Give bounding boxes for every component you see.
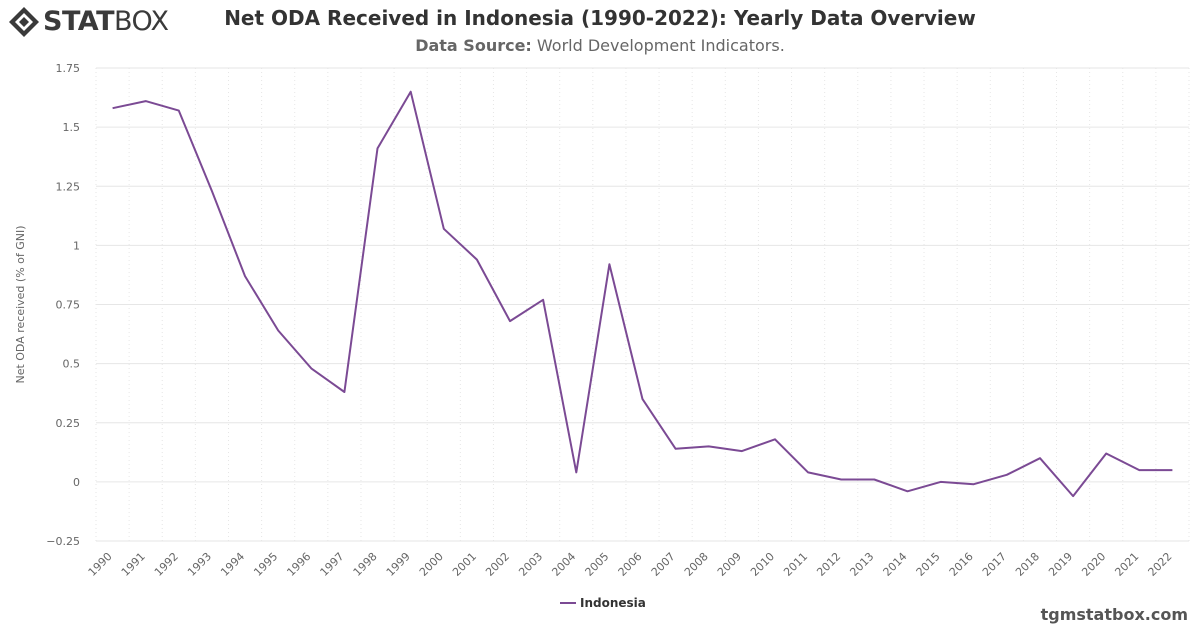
x-tick-label: 2007 bbox=[649, 550, 678, 579]
y-tick-label: 0 bbox=[73, 476, 80, 489]
subtitle-label: Data Source: bbox=[415, 36, 532, 55]
x-tick-label: 2013 bbox=[847, 550, 876, 579]
x-tick-label: 2008 bbox=[682, 550, 711, 579]
x-tick-label: 1990 bbox=[86, 550, 115, 579]
logo-wordmark: STATBOX bbox=[43, 6, 169, 37]
y-tick-label: 1.75 bbox=[56, 62, 81, 75]
chart-subtitle: Data Source: World Development Indicator… bbox=[0, 36, 1200, 55]
subtitle-value: World Development Indicators. bbox=[536, 36, 785, 55]
y-tick-label: 1 bbox=[73, 239, 80, 252]
y-tick-label: 1.5 bbox=[63, 121, 81, 134]
x-tick-label: 2003 bbox=[516, 550, 545, 579]
x-tick-label: 2014 bbox=[881, 550, 910, 579]
y-tick-label: 0.5 bbox=[63, 358, 81, 371]
x-tick-label: 1997 bbox=[318, 550, 347, 579]
x-tick-label: 2001 bbox=[450, 550, 479, 579]
x-tick-label: 2002 bbox=[483, 550, 512, 579]
legend-label-indonesia: Indonesia bbox=[580, 596, 646, 610]
x-tick-label: 2011 bbox=[781, 550, 810, 579]
x-tick-label: 2010 bbox=[748, 550, 777, 579]
x-tick-label: 1996 bbox=[284, 550, 313, 579]
x-tick-label: 2006 bbox=[616, 550, 645, 579]
x-tick-label: 1994 bbox=[218, 550, 247, 579]
x-tick-label: 2005 bbox=[583, 550, 612, 579]
x-tick-label: 2016 bbox=[947, 550, 976, 579]
x-tick-label: 2009 bbox=[715, 550, 744, 579]
x-tick-label: 1995 bbox=[251, 550, 280, 579]
x-tick-label: 2019 bbox=[1046, 550, 1075, 579]
y-tick-label: 0.75 bbox=[56, 299, 81, 312]
chart-title: Net ODA Received in Indonesia (1990-2022… bbox=[224, 6, 976, 30]
x-tick-label: 2020 bbox=[1079, 550, 1108, 579]
x-tick-label: 1991 bbox=[119, 550, 148, 579]
x-tick-label: 2021 bbox=[1112, 550, 1141, 579]
statbox-logo-icon bbox=[9, 7, 39, 37]
x-tick-label: 2015 bbox=[914, 550, 943, 579]
x-tick-label: 2012 bbox=[814, 550, 843, 579]
x-tick-label: 1993 bbox=[185, 550, 214, 579]
x-tick-label: 2018 bbox=[1013, 550, 1042, 579]
x-tick-label: 2017 bbox=[980, 550, 1009, 579]
y-tick-label: −0.25 bbox=[46, 535, 80, 548]
series-line-indonesia bbox=[112, 90, 1173, 498]
x-tick-label: 2000 bbox=[417, 550, 446, 579]
x-tick-label: 1992 bbox=[152, 550, 181, 579]
x-tick-label: 1999 bbox=[384, 550, 413, 579]
y-tick-label: 1.25 bbox=[56, 180, 81, 193]
y-axis-title: Net ODA received (% of GNI) bbox=[14, 225, 27, 383]
x-tick-label: 2022 bbox=[1146, 550, 1175, 579]
statbox-logo: STATBOX bbox=[8, 6, 169, 38]
y-tick-label: 0.25 bbox=[56, 417, 81, 430]
watermark: tgmstatbox.com bbox=[1040, 605, 1188, 624]
x-tick-label: 1998 bbox=[351, 550, 380, 579]
x-tick-label: 2004 bbox=[549, 550, 578, 579]
